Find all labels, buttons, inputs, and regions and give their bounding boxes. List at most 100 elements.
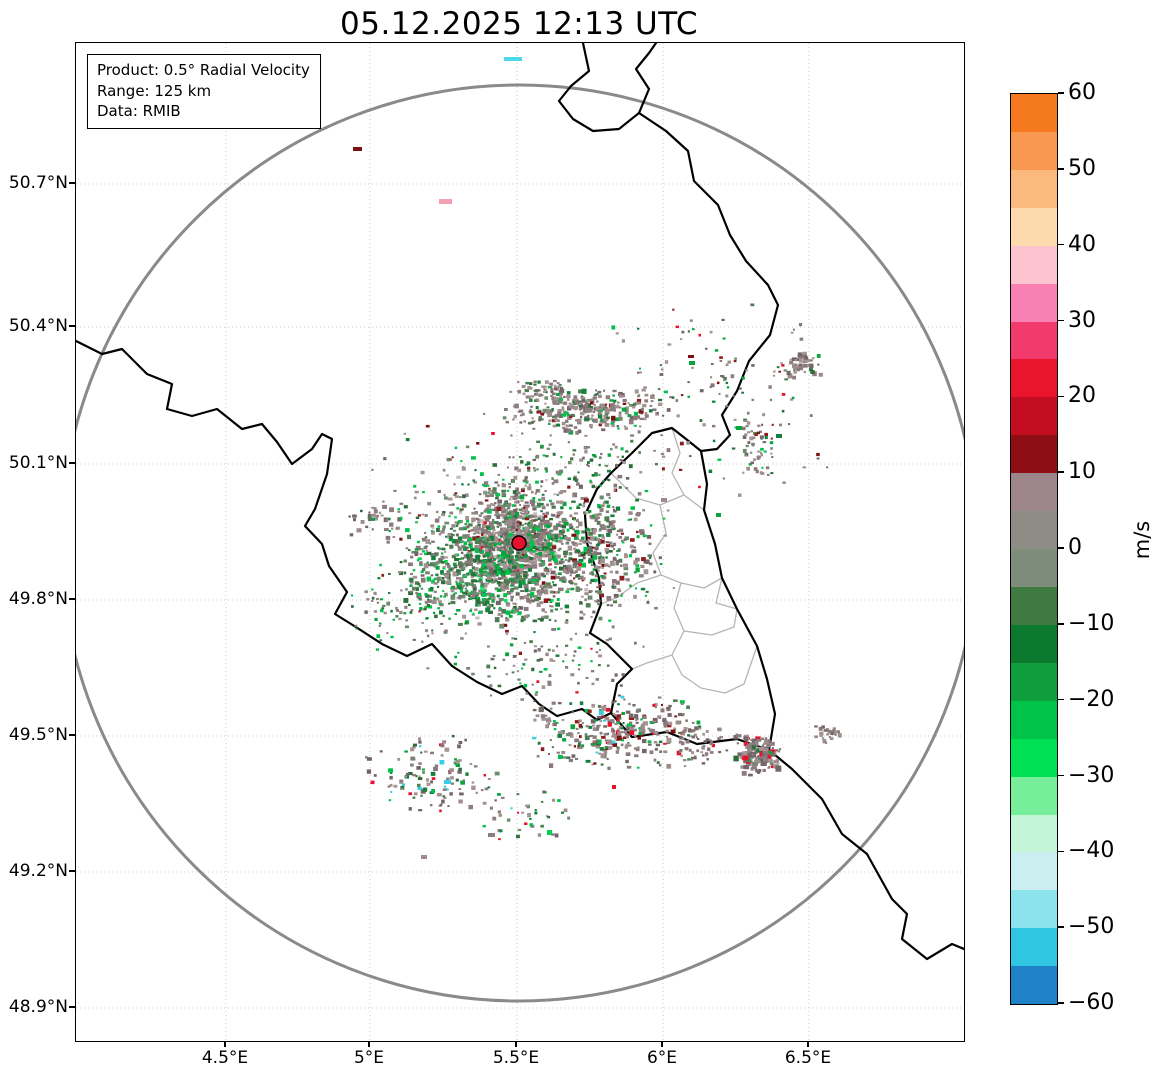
colorbar-tick-label: −30 xyxy=(1068,762,1115,788)
x-tick-label: 6.5°E xyxy=(784,1048,832,1068)
y-tick-label: 50.7°N xyxy=(8,173,68,193)
colorbar-band xyxy=(1011,852,1057,891)
y-tick-label: 48.9°N xyxy=(8,997,68,1017)
colorbar-band xyxy=(1011,549,1057,587)
y-tick-mark xyxy=(69,182,75,184)
colorbar-band xyxy=(1011,283,1057,322)
colorbar-tick-mark xyxy=(1058,850,1064,853)
colorbar-tick-mark xyxy=(1058,395,1064,398)
colorbar-band xyxy=(1011,662,1057,701)
admin-border xyxy=(631,654,673,670)
colorbar-band xyxy=(1011,776,1057,815)
y-tick-mark xyxy=(69,325,75,327)
colorbar-band xyxy=(1011,397,1057,436)
range-line: Range: 125 km xyxy=(97,81,212,100)
colorbar-tick-mark xyxy=(1058,92,1064,94)
colorbar-tick-mark xyxy=(1058,243,1064,246)
y-tick-mark xyxy=(69,870,75,872)
admin-border xyxy=(610,472,685,506)
colorbar-band xyxy=(1011,966,1057,1005)
x-tick-label: 5°E xyxy=(353,1048,385,1068)
colorbar-tick-label: −60 xyxy=(1068,990,1115,1015)
admin-border xyxy=(700,645,758,694)
colorbar-tick-mark xyxy=(1058,319,1064,322)
country-border xyxy=(767,748,964,961)
y-tick-label: 50.1°N xyxy=(8,453,68,473)
colorbar-band xyxy=(1011,321,1057,360)
x-tick-mark xyxy=(515,1041,517,1047)
colorbar-band xyxy=(1011,928,1057,967)
radar-site-marker xyxy=(511,535,527,551)
colorbar-band xyxy=(1011,511,1057,550)
x-tick-mark xyxy=(368,1041,370,1047)
colorbar-tick-label: −20 xyxy=(1068,686,1115,712)
colorbar-tick-mark xyxy=(1058,1002,1064,1004)
colorbar-band xyxy=(1011,131,1057,170)
colorbar-band xyxy=(1011,245,1057,284)
colorbar-band xyxy=(1011,624,1057,663)
colorbar-band xyxy=(1011,435,1057,474)
colorbar-tick-mark xyxy=(1058,168,1064,170)
admin-border xyxy=(671,582,702,689)
colorbar-band xyxy=(1011,700,1057,739)
admin-border xyxy=(671,427,705,511)
colorbar-tick-label: 20 xyxy=(1068,383,1096,409)
colorbar-tick-mark xyxy=(1058,698,1064,701)
colorbar-tick-label: 30 xyxy=(1068,307,1096,333)
admin-border xyxy=(600,574,662,605)
colorbar-tick-label: 10 xyxy=(1068,459,1096,485)
x-tick-mark xyxy=(807,1041,809,1047)
data-source-line: Data: RMIB xyxy=(97,102,181,121)
colorbar-band xyxy=(1011,890,1057,929)
colorbar-band xyxy=(1011,207,1057,246)
radar-map-canvas xyxy=(76,43,964,1041)
product-line: Product: 0.5° Radial Velocity xyxy=(97,61,310,79)
country-border xyxy=(76,339,613,722)
map-plot: Product: 0.5° Radial Velocity Range: 125… xyxy=(75,42,965,1042)
colorbar-unit-label: m/s xyxy=(1130,520,1154,560)
colorbar-band xyxy=(1011,359,1057,398)
y-tick-label: 49.2°N xyxy=(8,861,68,881)
colorbar-tick-label: −10 xyxy=(1068,610,1115,636)
colorbar-band xyxy=(1011,738,1057,777)
y-tick-mark xyxy=(69,734,75,736)
x-tick-label: 5.5°E xyxy=(492,1048,540,1068)
colorbar-band xyxy=(1011,586,1057,625)
colorbar-tick-label: 0 xyxy=(1068,535,1082,560)
y-tick-label: 49.8°N xyxy=(8,589,68,609)
chart-title: 05.12.2025 12:13 UTC xyxy=(340,6,698,42)
x-tick-mark xyxy=(661,1041,663,1047)
colorbar-tick-label: 40 xyxy=(1068,231,1096,257)
product-info-box: Product: 0.5° Radial Velocity Range: 125… xyxy=(87,54,321,130)
colorbar-tick-label: 50 xyxy=(1068,155,1096,181)
admin-border xyxy=(652,504,723,589)
colorbar-tick-label: −40 xyxy=(1068,838,1115,864)
colorbar-tick-mark xyxy=(1058,926,1064,928)
colorbar-band xyxy=(1011,94,1057,132)
country-border xyxy=(637,111,780,453)
x-tick-label: 6°E xyxy=(646,1048,678,1068)
country-border xyxy=(699,449,777,752)
colorbar-tick-mark xyxy=(1058,471,1064,473)
admin-border xyxy=(715,577,738,610)
colorbar-band xyxy=(1011,169,1057,208)
colorbar-band xyxy=(1011,814,1057,853)
colorbar-tick-label: 60 xyxy=(1068,80,1096,105)
colorbar-tick-mark xyxy=(1058,623,1064,625)
country-border xyxy=(583,426,703,715)
y-tick-label: 49.5°N xyxy=(8,725,68,745)
y-tick-label: 50.4°N xyxy=(8,316,68,336)
x-tick-mark xyxy=(224,1041,226,1047)
country-border xyxy=(557,43,658,133)
x-tick-label: 4.5°E xyxy=(201,1048,249,1068)
range-ring-125km xyxy=(76,83,964,1003)
y-tick-mark xyxy=(69,598,75,600)
admin-border xyxy=(683,608,738,636)
colorbar-tick-label: −50 xyxy=(1068,914,1115,940)
colorbar-tick-mark xyxy=(1058,774,1064,777)
colorbar xyxy=(1010,93,1058,1005)
y-tick-mark xyxy=(69,462,75,464)
y-tick-mark xyxy=(69,1006,75,1008)
colorbar-band xyxy=(1011,473,1057,512)
